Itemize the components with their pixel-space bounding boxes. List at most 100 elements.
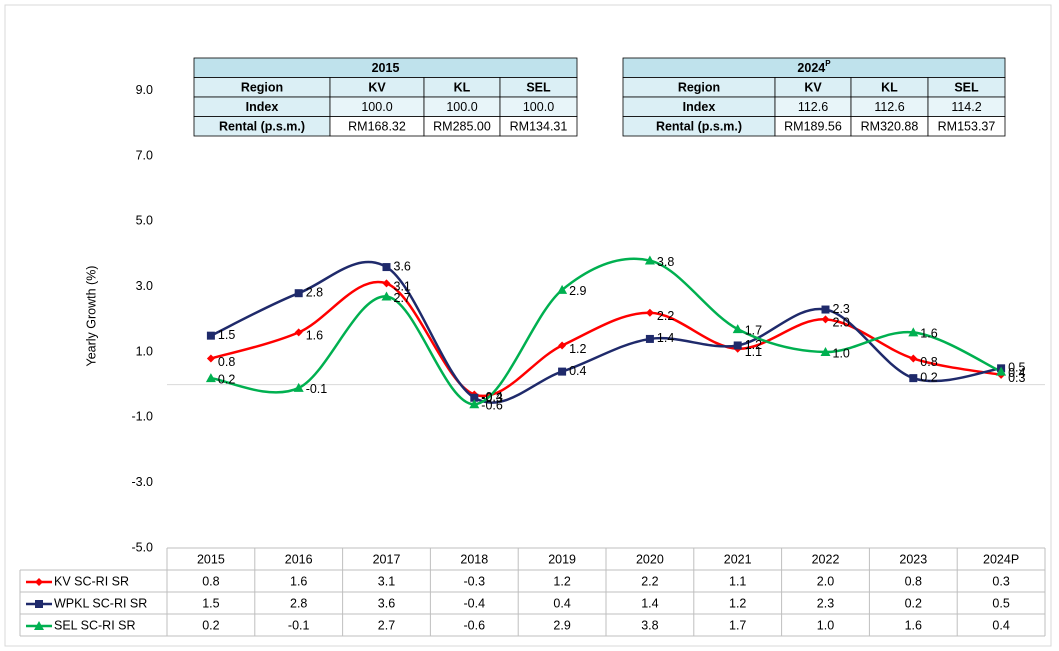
marker <box>908 327 919 337</box>
marker <box>35 600 43 608</box>
table-value: 2.0 <box>817 574 834 588</box>
series-line <box>210 260 1002 404</box>
marker <box>558 341 567 350</box>
table-value: 1.4 <box>641 596 658 610</box>
table-text: 100.0 <box>361 100 392 114</box>
table-value: 2.7 <box>378 618 395 632</box>
marker <box>557 284 568 294</box>
table-value: 1.6 <box>290 574 307 588</box>
table-text: RM320.88 <box>861 120 919 134</box>
legend-label: KV SC-RI SR <box>54 574 129 588</box>
marker <box>294 328 303 337</box>
marker <box>645 334 654 343</box>
data-label: 0.4 <box>1008 366 1025 380</box>
table-text: RM168.32 <box>348 120 406 134</box>
x-tick-label: 2015 <box>197 552 225 566</box>
x-tick-label: 2024P <box>983 552 1019 566</box>
table-value: -0.6 <box>464 618 486 632</box>
table-text: 114.2 <box>951 100 981 114</box>
y-tick-label: 7.0 <box>136 148 153 162</box>
table-text: 112.6 <box>874 100 904 114</box>
table-value: 0.4 <box>553 596 570 610</box>
table-value: 1.5 <box>202 596 219 610</box>
data-label: 0.3 <box>1008 371 1025 385</box>
table-value: 1.1 <box>729 574 746 588</box>
x-tick-label: 2020 <box>636 552 664 566</box>
data-label: -0.6 <box>481 399 503 413</box>
marker <box>644 255 655 265</box>
table-value: 0.8 <box>202 574 219 588</box>
marker <box>35 578 43 586</box>
data-label: 2.9 <box>569 284 586 298</box>
series-line <box>210 280 1002 398</box>
table-text: SEL <box>526 81 551 95</box>
summary-table: 2015 Region KV KL SEL Index 100.0 100.0 100.0 Ren… <box>193 57 578 137</box>
data-label: 0.2 <box>218 372 235 386</box>
marker <box>821 315 830 324</box>
x-tick-label: 2016 <box>285 552 313 566</box>
marker <box>34 621 44 630</box>
table-text: KV <box>368 81 386 95</box>
table-value: 2.2 <box>641 574 658 588</box>
table-value: 0.8 <box>905 574 922 588</box>
x-tick-label: 2021 <box>724 552 752 566</box>
y-tick-label: 1.0 <box>136 344 153 358</box>
table-value: -0.1 <box>288 618 310 632</box>
data-label: -0.1 <box>306 382 328 396</box>
table-text: Index <box>683 100 716 114</box>
marker <box>382 263 391 272</box>
table-value: 0.3 <box>992 574 1009 588</box>
table-text: Region <box>241 81 283 95</box>
table-value: -0.3 <box>464 574 486 588</box>
table-title-text: 2015 <box>372 61 400 75</box>
table-value: 0.2 <box>905 596 922 610</box>
table-text: RM285.00 <box>433 120 491 134</box>
table-value: 1.6 <box>905 618 922 632</box>
data-label: 1.4 <box>657 331 674 345</box>
table-value: 3.1 <box>378 574 395 588</box>
marker <box>206 354 215 363</box>
table-title-sup: P <box>825 59 831 68</box>
data-label: 0.8 <box>920 355 937 369</box>
table-text: KL <box>881 81 898 95</box>
x-tick-label: 2017 <box>373 552 401 566</box>
table-text: Index <box>246 100 279 114</box>
table-value: 1.7 <box>729 618 746 632</box>
marker <box>469 399 480 409</box>
table-value: 0.2 <box>202 618 219 632</box>
data-label: 3.6 <box>394 259 411 273</box>
data-label: 1.6 <box>920 327 937 341</box>
y-tick-label: 3.0 <box>136 279 153 293</box>
marker <box>909 374 918 383</box>
marker <box>909 354 918 363</box>
table-text: KV <box>804 81 822 95</box>
data-label: 2.3 <box>833 302 850 316</box>
marker <box>205 373 216 383</box>
y-axis-label: Yearly Growth (%) <box>84 266 98 367</box>
marker <box>382 279 391 288</box>
data-label: 2.7 <box>394 291 411 305</box>
table-value: 1.0 <box>817 618 834 632</box>
data-label: 0.8 <box>218 355 235 369</box>
table-title: 2015 <box>372 61 400 75</box>
data-label: 0.4 <box>569 364 586 378</box>
table-value: 3.8 <box>641 618 658 632</box>
data-label: 1.2 <box>745 338 762 352</box>
legend-label: WPKL SC-RI SR <box>54 596 147 610</box>
marker <box>293 382 304 392</box>
x-tick-label: 2018 <box>460 552 488 566</box>
y-tick-label: -3.0 <box>131 475 153 489</box>
data-label: 3.1 <box>394 280 411 294</box>
table-text: Rental (p.s.m.) <box>219 120 305 134</box>
table-value: 1.2 <box>729 596 746 610</box>
y-tick-label: 9.0 <box>136 83 153 97</box>
table-text: RM189.56 <box>784 120 842 134</box>
x-tick-label: 2019 <box>548 552 576 566</box>
table-text: 112.6 <box>798 100 828 114</box>
y-tick-label: -1.0 <box>131 410 153 424</box>
data-label: 3.8 <box>657 255 674 269</box>
marker <box>206 331 215 340</box>
table-value: 2.8 <box>290 596 307 610</box>
